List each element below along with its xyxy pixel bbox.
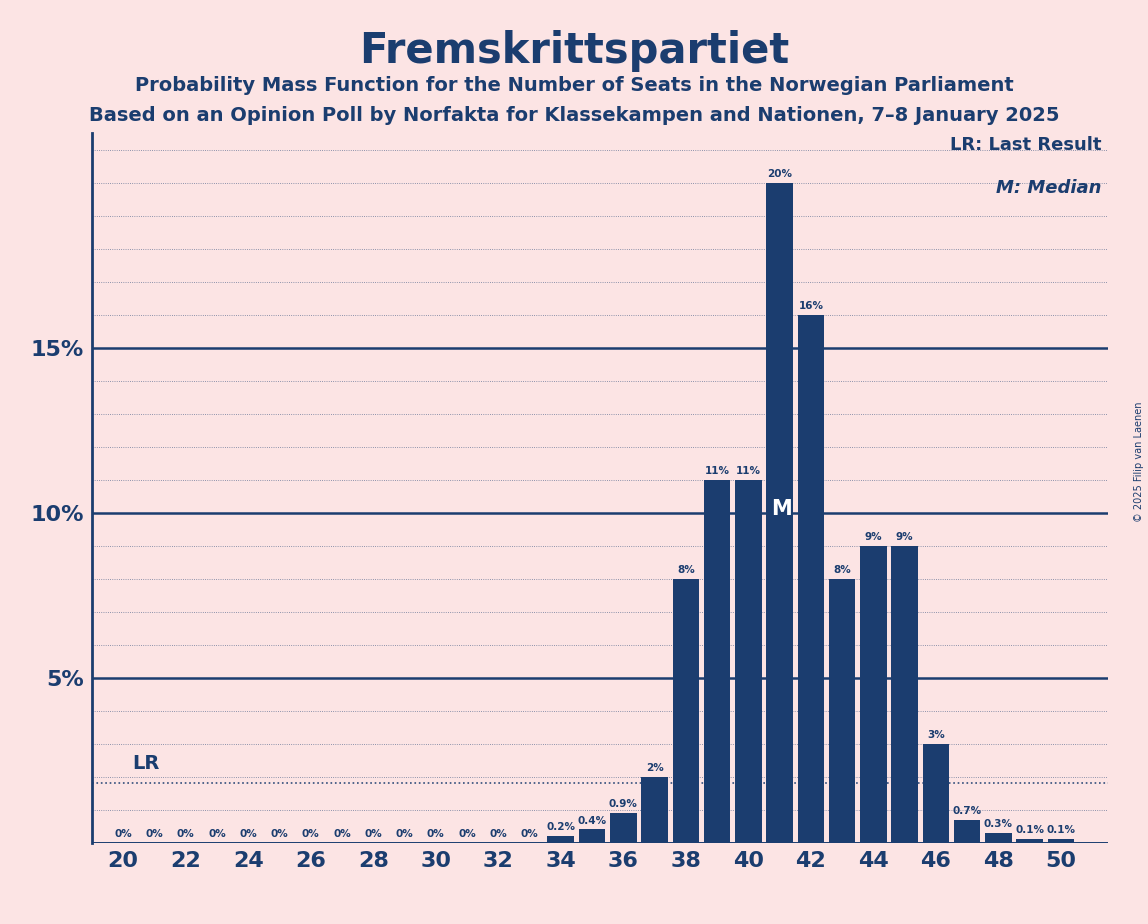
Bar (1016, 839, 1042, 843)
Text: 0%: 0% (396, 829, 413, 839)
Text: © 2025 Filip van Laenen: © 2025 Filip van Laenen (1134, 402, 1143, 522)
Text: 0%: 0% (302, 829, 319, 839)
Text: 0%: 0% (146, 829, 163, 839)
Text: 0.1%: 0.1% (1015, 825, 1045, 835)
Text: 0%: 0% (239, 829, 257, 839)
Bar (767, 183, 793, 843)
Text: 0%: 0% (333, 829, 351, 839)
Text: M: Median: M: Median (996, 179, 1102, 197)
Bar (829, 578, 855, 843)
Text: 11%: 11% (705, 466, 730, 476)
Text: 0%: 0% (458, 829, 476, 839)
Text: 3%: 3% (926, 730, 945, 740)
Text: 0.1%: 0.1% (1047, 825, 1076, 835)
Bar (923, 744, 949, 843)
Bar (891, 546, 918, 843)
Text: 0%: 0% (520, 829, 538, 839)
Bar (548, 836, 574, 843)
Text: 9%: 9% (895, 531, 914, 541)
Text: 0.7%: 0.7% (953, 806, 982, 816)
Bar (735, 480, 761, 843)
Bar (798, 314, 824, 843)
Text: 0.3%: 0.3% (984, 819, 1013, 829)
Text: Probability Mass Function for the Number of Seats in the Norwegian Parliament: Probability Mass Function for the Number… (134, 76, 1014, 95)
Text: 2%: 2% (645, 762, 664, 772)
Text: 0%: 0% (489, 829, 507, 839)
Text: 9%: 9% (864, 531, 882, 541)
Text: 8%: 8% (833, 565, 851, 575)
Text: LR: LR (132, 754, 160, 773)
Text: M: M (770, 499, 791, 519)
Bar (860, 546, 886, 843)
Bar (579, 830, 605, 843)
Text: Fremskrittspartiet: Fremskrittspartiet (359, 30, 789, 71)
Bar (642, 777, 668, 843)
Text: 0%: 0% (208, 829, 226, 839)
Text: 16%: 16% (798, 300, 823, 310)
Text: 0%: 0% (364, 829, 382, 839)
Text: 0.2%: 0.2% (546, 822, 575, 833)
Text: 0.9%: 0.9% (608, 799, 637, 809)
Text: 0%: 0% (114, 829, 132, 839)
Bar (704, 480, 730, 843)
Text: Based on an Opinion Poll by Norfakta for Klassekampen and Nationen, 7–8 January : Based on an Opinion Poll by Norfakta for… (88, 106, 1060, 126)
Text: 0%: 0% (177, 829, 194, 839)
Text: 11%: 11% (736, 466, 761, 476)
Text: 8%: 8% (677, 565, 695, 575)
Bar (985, 833, 1011, 843)
Text: 0%: 0% (427, 829, 444, 839)
Text: LR: Last Result: LR: Last Result (951, 137, 1102, 154)
Bar (954, 820, 980, 843)
Bar (673, 578, 699, 843)
Text: 0%: 0% (271, 829, 288, 839)
Bar (1048, 839, 1075, 843)
Text: 20%: 20% (767, 168, 792, 178)
Bar (610, 813, 636, 843)
Text: 0.4%: 0.4% (577, 816, 606, 825)
